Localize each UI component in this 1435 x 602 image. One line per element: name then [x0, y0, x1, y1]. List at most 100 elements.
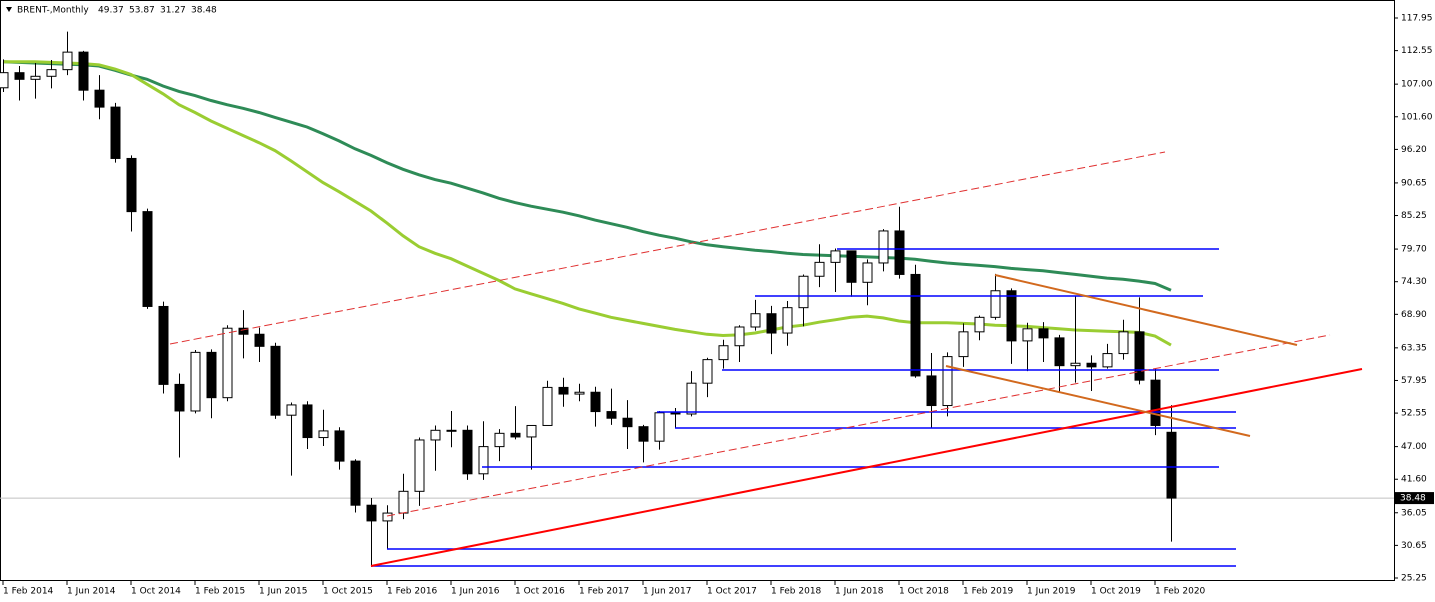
candle-body — [814, 261, 825, 277]
x-tick-label: 1 Jun 2016 — [451, 587, 500, 597]
candle-body — [798, 275, 809, 309]
x-tick-label: 1 Oct 2017 — [707, 587, 757, 597]
trend-line — [945, 365, 1251, 437]
candle-body — [750, 313, 761, 328]
candle-body — [942, 356, 953, 407]
candle-body — [14, 72, 25, 80]
candle-body — [30, 75, 41, 80]
candle-body — [494, 432, 505, 448]
x-tick-label: 1 Feb 2015 — [195, 587, 245, 597]
candle-body — [686, 382, 697, 415]
candle-body — [590, 391, 601, 413]
trend-line — [370, 368, 1363, 567]
x-tick-label: 1 Feb 2020 — [1155, 587, 1206, 597]
candle-body — [718, 345, 729, 361]
candle-body — [110, 106, 121, 159]
x-tick-label: 1 Feb 2014 — [3, 587, 54, 597]
candle-body — [414, 439, 425, 492]
candle-body — [846, 250, 857, 283]
trend-line — [386, 334, 1331, 517]
candle-body — [126, 157, 137, 213]
candle-body — [1038, 328, 1049, 339]
x-tick-label: 1 Oct 2018 — [899, 587, 949, 597]
candle-body — [974, 316, 985, 333]
x-tick-label: 1 Jun 2017 — [643, 587, 691, 597]
candle-body — [462, 429, 473, 475]
candle-body — [1022, 328, 1033, 342]
moving-average — [2, 60, 1172, 292]
y-tick-label: 30.65 — [1401, 541, 1427, 551]
last-price-box — [1395, 492, 1434, 505]
last-price-label: 38.48 — [1400, 494, 1426, 504]
candle-body — [558, 386, 569, 395]
candle-body — [174, 383, 185, 412]
candle-body — [622, 417, 633, 428]
candle-body — [206, 351, 217, 399]
candle-body — [1166, 431, 1177, 499]
candle-body — [142, 211, 153, 307]
candle-body — [862, 262, 873, 283]
x-tick-label: 1 Jun 2015 — [259, 587, 307, 597]
candle-body — [158, 305, 169, 385]
menu-triangle — [6, 7, 12, 12]
y-tick-label: 96.20 — [1401, 145, 1427, 155]
y-tick-label: 85.25 — [1401, 211, 1427, 221]
header-value: 38.48 — [191, 6, 217, 16]
candle-body — [398, 490, 409, 514]
candle-body — [654, 412, 665, 442]
trend-line — [169, 151, 1166, 345]
candle-body — [734, 326, 745, 347]
plot-area — [0, 31, 1394, 567]
candle-body — [478, 446, 489, 475]
candle-body — [1086, 362, 1097, 368]
y-tick-label: 107.00 — [1401, 80, 1433, 90]
candle-body — [926, 375, 937, 407]
x-tick-label: 1 Oct 2014 — [131, 587, 181, 597]
x-tick-label: 1 Feb 2019 — [963, 587, 1014, 597]
candle-body — [1070, 362, 1081, 367]
candle-body — [350, 460, 361, 506]
candle-body — [910, 273, 921, 377]
x-tick-label: 1 Oct 2019 — [1091, 587, 1141, 597]
y-tick-label: 112.55 — [1401, 46, 1433, 56]
candle-body — [958, 331, 969, 358]
candle-body — [638, 426, 649, 442]
candle-body — [222, 327, 233, 399]
candle-body — [46, 69, 57, 77]
y-tick-label: 52.55 — [1401, 409, 1427, 419]
x-tick-label: 1 Oct 2015 — [323, 587, 373, 597]
candle-body — [0, 72, 9, 89]
candle-body — [446, 429, 457, 432]
candle-body — [510, 432, 521, 438]
candle-body — [526, 424, 537, 438]
candle-body — [302, 404, 313, 439]
symbol-title: BRENT-,Monthly — [17, 6, 89, 16]
candle-body — [894, 230, 905, 275]
y-tick-label: 63.35 — [1401, 343, 1427, 353]
candle-body — [878, 230, 889, 264]
candle-body — [1150, 379, 1161, 426]
x-tick-label: 1 Oct 2016 — [515, 587, 565, 597]
y-tick-label: 74.30 — [1401, 277, 1427, 287]
candle-body — [382, 512, 393, 522]
x-tick-label: 1 Feb 2017 — [579, 587, 629, 597]
candle-body — [238, 327, 249, 335]
candle-body — [62, 51, 73, 71]
candle-body — [1118, 331, 1129, 355]
y-tick-label: 101.60 — [1401, 112, 1433, 122]
candle-body — [270, 345, 281, 416]
header-value: 53.87 — [129, 6, 155, 16]
candle-body — [990, 290, 1001, 318]
candle-body — [1006, 290, 1017, 342]
y-tick-label: 36.05 — [1401, 508, 1427, 518]
x-tick-label: 1 Feb 2016 — [387, 587, 438, 597]
x-tick-label: 1 Jun 2019 — [1027, 587, 1076, 597]
candle-body — [94, 89, 105, 108]
candle-body — [1102, 353, 1113, 368]
trend-line — [994, 274, 1298, 346]
plot-frame — [0, 0, 1395, 581]
y-tick-label: 47.00 — [1401, 442, 1427, 452]
x-tick-label: 1 Feb 2018 — [771, 587, 822, 597]
header-values: 49.37 53.87 31.27 38.48 — [98, 6, 217, 16]
